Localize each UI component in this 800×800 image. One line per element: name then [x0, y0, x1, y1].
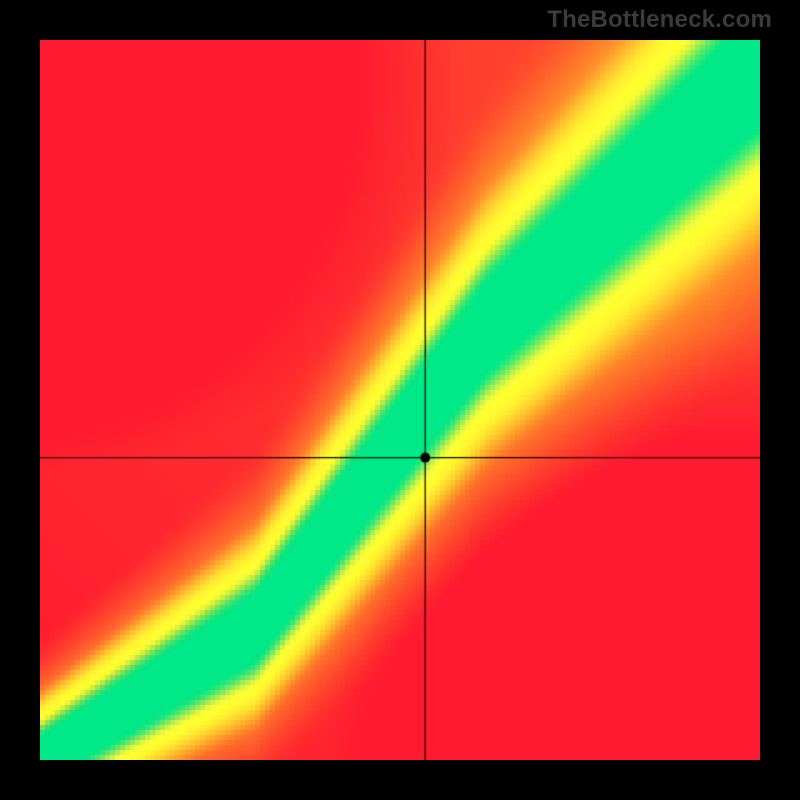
chart-container: TheBottleneck.com — [0, 0, 800, 800]
watermark-text: TheBottleneck.com — [547, 6, 772, 34]
heatmap-canvas — [40, 40, 760, 760]
heatmap-plot — [40, 40, 760, 760]
